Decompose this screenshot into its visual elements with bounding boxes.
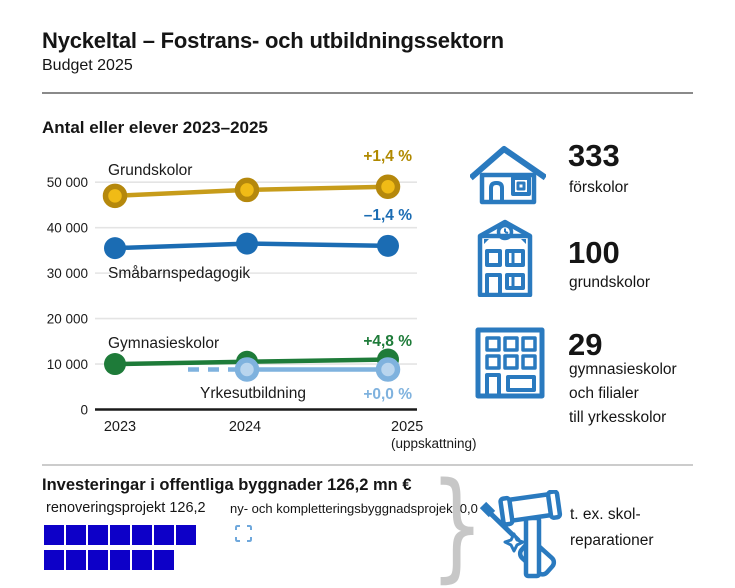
- preschool-house-icon: [470, 146, 546, 205]
- example-caption-line: t. ex. skol-: [570, 506, 641, 523]
- series-label: Grundskolor: [108, 162, 192, 179]
- renovation-unit-square: [154, 525, 174, 545]
- data-point: [234, 357, 260, 382]
- stat-label-forskolor: förskolor: [569, 179, 629, 196]
- stat-value-gymnasieskolor: 29: [568, 327, 603, 362]
- renovation-unit-square: [110, 550, 130, 570]
- renovation-unit-square: [44, 550, 64, 570]
- y-axis-tick-label: 30 000: [47, 266, 88, 281]
- series-change-label: –1,4 %: [364, 207, 412, 224]
- page-subtitle: Budget 2025: [42, 57, 133, 74]
- series-change-label: +0,0 %: [363, 386, 412, 403]
- renovation-squares-grid: [44, 525, 196, 575]
- top-divider: [42, 92, 693, 94]
- data-point: [375, 174, 401, 199]
- stat-label-line: och filialer: [569, 385, 639, 402]
- y-axis-tick-label: 10 000: [47, 357, 88, 372]
- y-axis-tick-label: 0: [80, 403, 88, 418]
- investments-heading: Investeringar i offentliga byggnader 126…: [42, 476, 412, 494]
- renovation-unit-square: [66, 550, 86, 570]
- data-point: [375, 357, 401, 382]
- renovation-unit-square: [154, 550, 174, 570]
- y-axis-tick-label: 20 000: [47, 312, 88, 327]
- renovation-unit-square: [132, 525, 152, 545]
- data-point: [377, 234, 399, 257]
- series-label: Gymnasieskolor: [108, 335, 219, 352]
- renovation-unit-square: [88, 525, 108, 545]
- data-point: [104, 353, 126, 376]
- series-label: Småbarnspedagogik: [108, 265, 250, 282]
- stat-label-line: gymnasieskolor: [569, 361, 677, 378]
- data-point: [102, 183, 128, 209]
- series-label: Yrkesutbildning: [200, 385, 306, 402]
- renovation-unit-square: [88, 550, 108, 570]
- data-point: [104, 237, 126, 260]
- stat-label-line: till yrkesskolor: [569, 409, 667, 426]
- x-axis-tick-label: 2024: [229, 419, 261, 435]
- page-title: Nyckeltal – Fostrans- och utbildningssek…: [42, 28, 504, 53]
- data-point: [234, 177, 260, 203]
- renovation-unit-square: [176, 525, 196, 545]
- squares-row: [44, 525, 196, 545]
- series-change-label: +4,8 %: [363, 333, 412, 350]
- stat-label-gymnasieskolor: gymnasieskolor och filialer till yrkessk…: [569, 358, 677, 430]
- brace-glyph: }: [430, 456, 485, 588]
- y-axis-tick-label: 50 000: [47, 175, 88, 190]
- example-caption: t. ex. skol- reparationer: [570, 502, 654, 554]
- multistory-building-icon: [475, 327, 545, 399]
- pupils-line-chart: 0 10 000 20 000 30 000 40 000 50 000 2023 2024 2…: [47, 148, 477, 451]
- hammer-screwdriver-icon: [479, 490, 563, 579]
- bottom-divider: [42, 464, 693, 466]
- x-axis-tick-label: 2025: [391, 419, 423, 435]
- empty-dashed-square-icon: [235, 525, 252, 542]
- x-axis-note: (uppskattning): [391, 436, 477, 451]
- example-caption-line: reparationer: [570, 532, 654, 549]
- renovation-unit-square: [110, 525, 130, 545]
- y-axis-tick-label: 40 000: [47, 221, 88, 236]
- school-building-icon: [477, 219, 533, 297]
- new-buildings-label: ny- och kompletteringsbyggnadsprojekt 0,…: [230, 501, 478, 516]
- stat-value-grundskolor: 100: [568, 235, 620, 270]
- renovation-unit-square: [44, 525, 64, 545]
- renovation-label: renoveringsprojekt 126,2: [46, 500, 206, 516]
- stat-label-grundskolor: grundskolor: [569, 274, 650, 291]
- series-change-label: +1,4 %: [363, 148, 412, 165]
- data-point: [236, 232, 258, 255]
- chart-title: Antal eller elever 2023–2025: [42, 118, 268, 137]
- renovation-unit-square: [132, 550, 152, 570]
- stat-value-forskolor: 333: [568, 138, 620, 173]
- renovation-unit-square: [66, 525, 86, 545]
- x-axis-tick-label: 2023: [104, 419, 136, 435]
- squares-row: [44, 550, 196, 570]
